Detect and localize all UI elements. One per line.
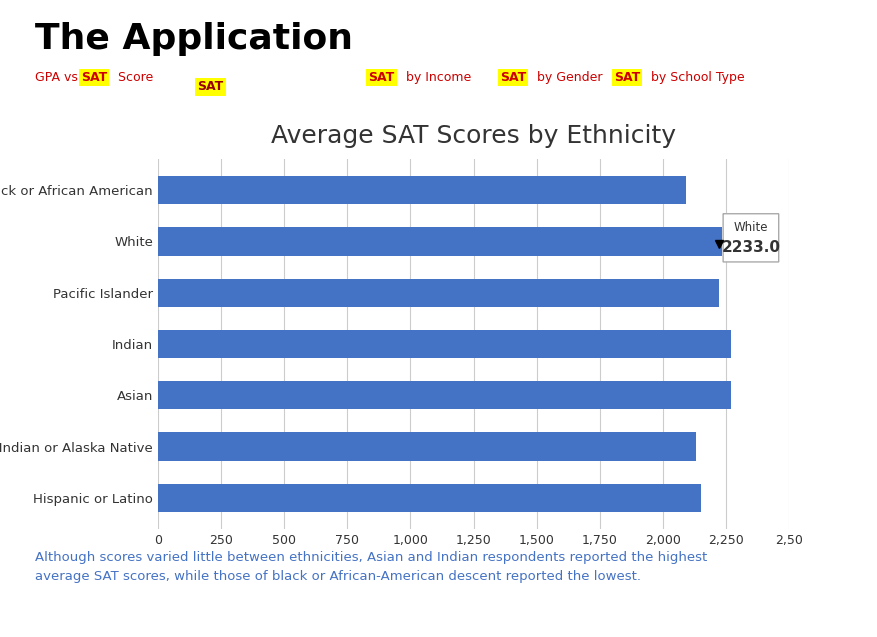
Text: The Application: The Application [35,22,353,56]
Text: by Income: by Income [402,71,471,84]
Title: Average SAT Scores by Ethnicity: Average SAT Scores by Ethnicity [271,124,676,148]
Bar [158,483,701,512]
Text: SAT: SAT [368,71,395,84]
Text: SAT: SAT [500,71,526,84]
Text: SAT: SAT [197,80,224,94]
Bar [158,227,722,255]
Bar [158,381,731,410]
Text: by Gender: by Gender [533,71,602,84]
Text: SAT: SAT [81,71,107,84]
Text: Although scores varied little between ethnicities, Asian and Indian respondents : Although scores varied little between et… [35,551,708,583]
FancyBboxPatch shape [724,214,779,262]
Text: by Ethnicity: by Ethnicity [247,80,322,94]
Bar [158,433,695,461]
Text: Score: Score [114,71,153,84]
Text: White: White [734,221,768,234]
Text: GPA vs.: GPA vs. [35,71,86,84]
Bar [158,330,731,358]
Text: 2233.0: 2233.0 [722,241,781,255]
Text: SAT: SAT [614,71,640,84]
Text: by School Type: by School Type [647,71,745,84]
Bar [158,278,718,307]
Bar [158,176,686,204]
